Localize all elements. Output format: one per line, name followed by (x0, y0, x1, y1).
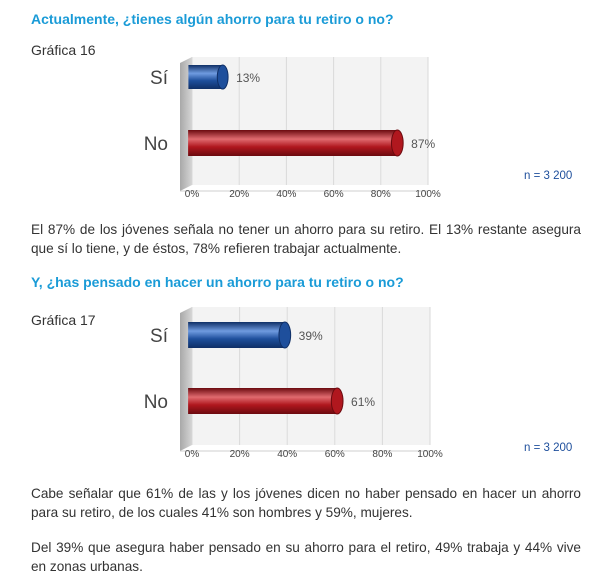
x-tick-label: 100% (415, 189, 441, 200)
question-title-2: Y, ¿has pensado en hacer un ahorro para … (31, 274, 404, 290)
bar (188, 130, 398, 156)
bar-cap (216, 64, 229, 90)
data-label: 39% (299, 329, 323, 343)
plot-area (192, 57, 428, 185)
x-tick-label: 40% (276, 189, 296, 200)
paragraph-3: Del 39% que asegura haber pensado en su … (31, 540, 581, 574)
bar (188, 388, 338, 414)
category-label: No (144, 392, 168, 413)
bar-cap (390, 129, 404, 157)
sample-size-2: n = 3 200 (524, 442, 573, 454)
x-tick-label: 20% (230, 449, 250, 460)
bar-cap (278, 321, 292, 349)
x-tick-label: 100% (417, 449, 443, 460)
sample-size-1: n = 3 200 (524, 170, 573, 182)
data-label: 87% (411, 137, 435, 151)
bar (188, 322, 285, 348)
x-tick-label: 80% (372, 449, 392, 460)
category-label: No (144, 134, 168, 155)
x-tick-label: 20% (229, 189, 249, 200)
category-label: Sí (150, 68, 169, 89)
bar-chart-1: 0% 20% 40% 60% 80% 100% Sí 13% No 87% (144, 57, 441, 200)
x-tick-label: 80% (371, 189, 391, 200)
x-tick-label: 0% (185, 189, 200, 200)
paragraph-2: Cabe señalar que 61% de las y los jóvene… (31, 486, 581, 520)
category-label: Sí (150, 326, 169, 347)
bar-chart-2: 0% 20% 40% 60% 80% 100% Sí 39% No 61% (144, 307, 443, 460)
axis-wall (180, 57, 192, 191)
data-label: 13% (236, 71, 260, 85)
paragraph-1: El 87% de los jóvenes señala no tener un… (31, 222, 581, 256)
data-label: 61% (351, 395, 375, 409)
question-title-1: Actualmente, ¿tienes algún ahorro para t… (31, 11, 394, 27)
x-tick-label: 60% (325, 449, 345, 460)
bar-cap (330, 387, 344, 415)
x-tick-label: 0% (185, 449, 200, 460)
chart-number-2: Gráfica 17 (31, 312, 96, 328)
x-tick-label: 60% (324, 189, 344, 200)
chart-number-1: Gráfica 16 (31, 42, 96, 58)
x-tick-label: 40% (277, 449, 297, 460)
